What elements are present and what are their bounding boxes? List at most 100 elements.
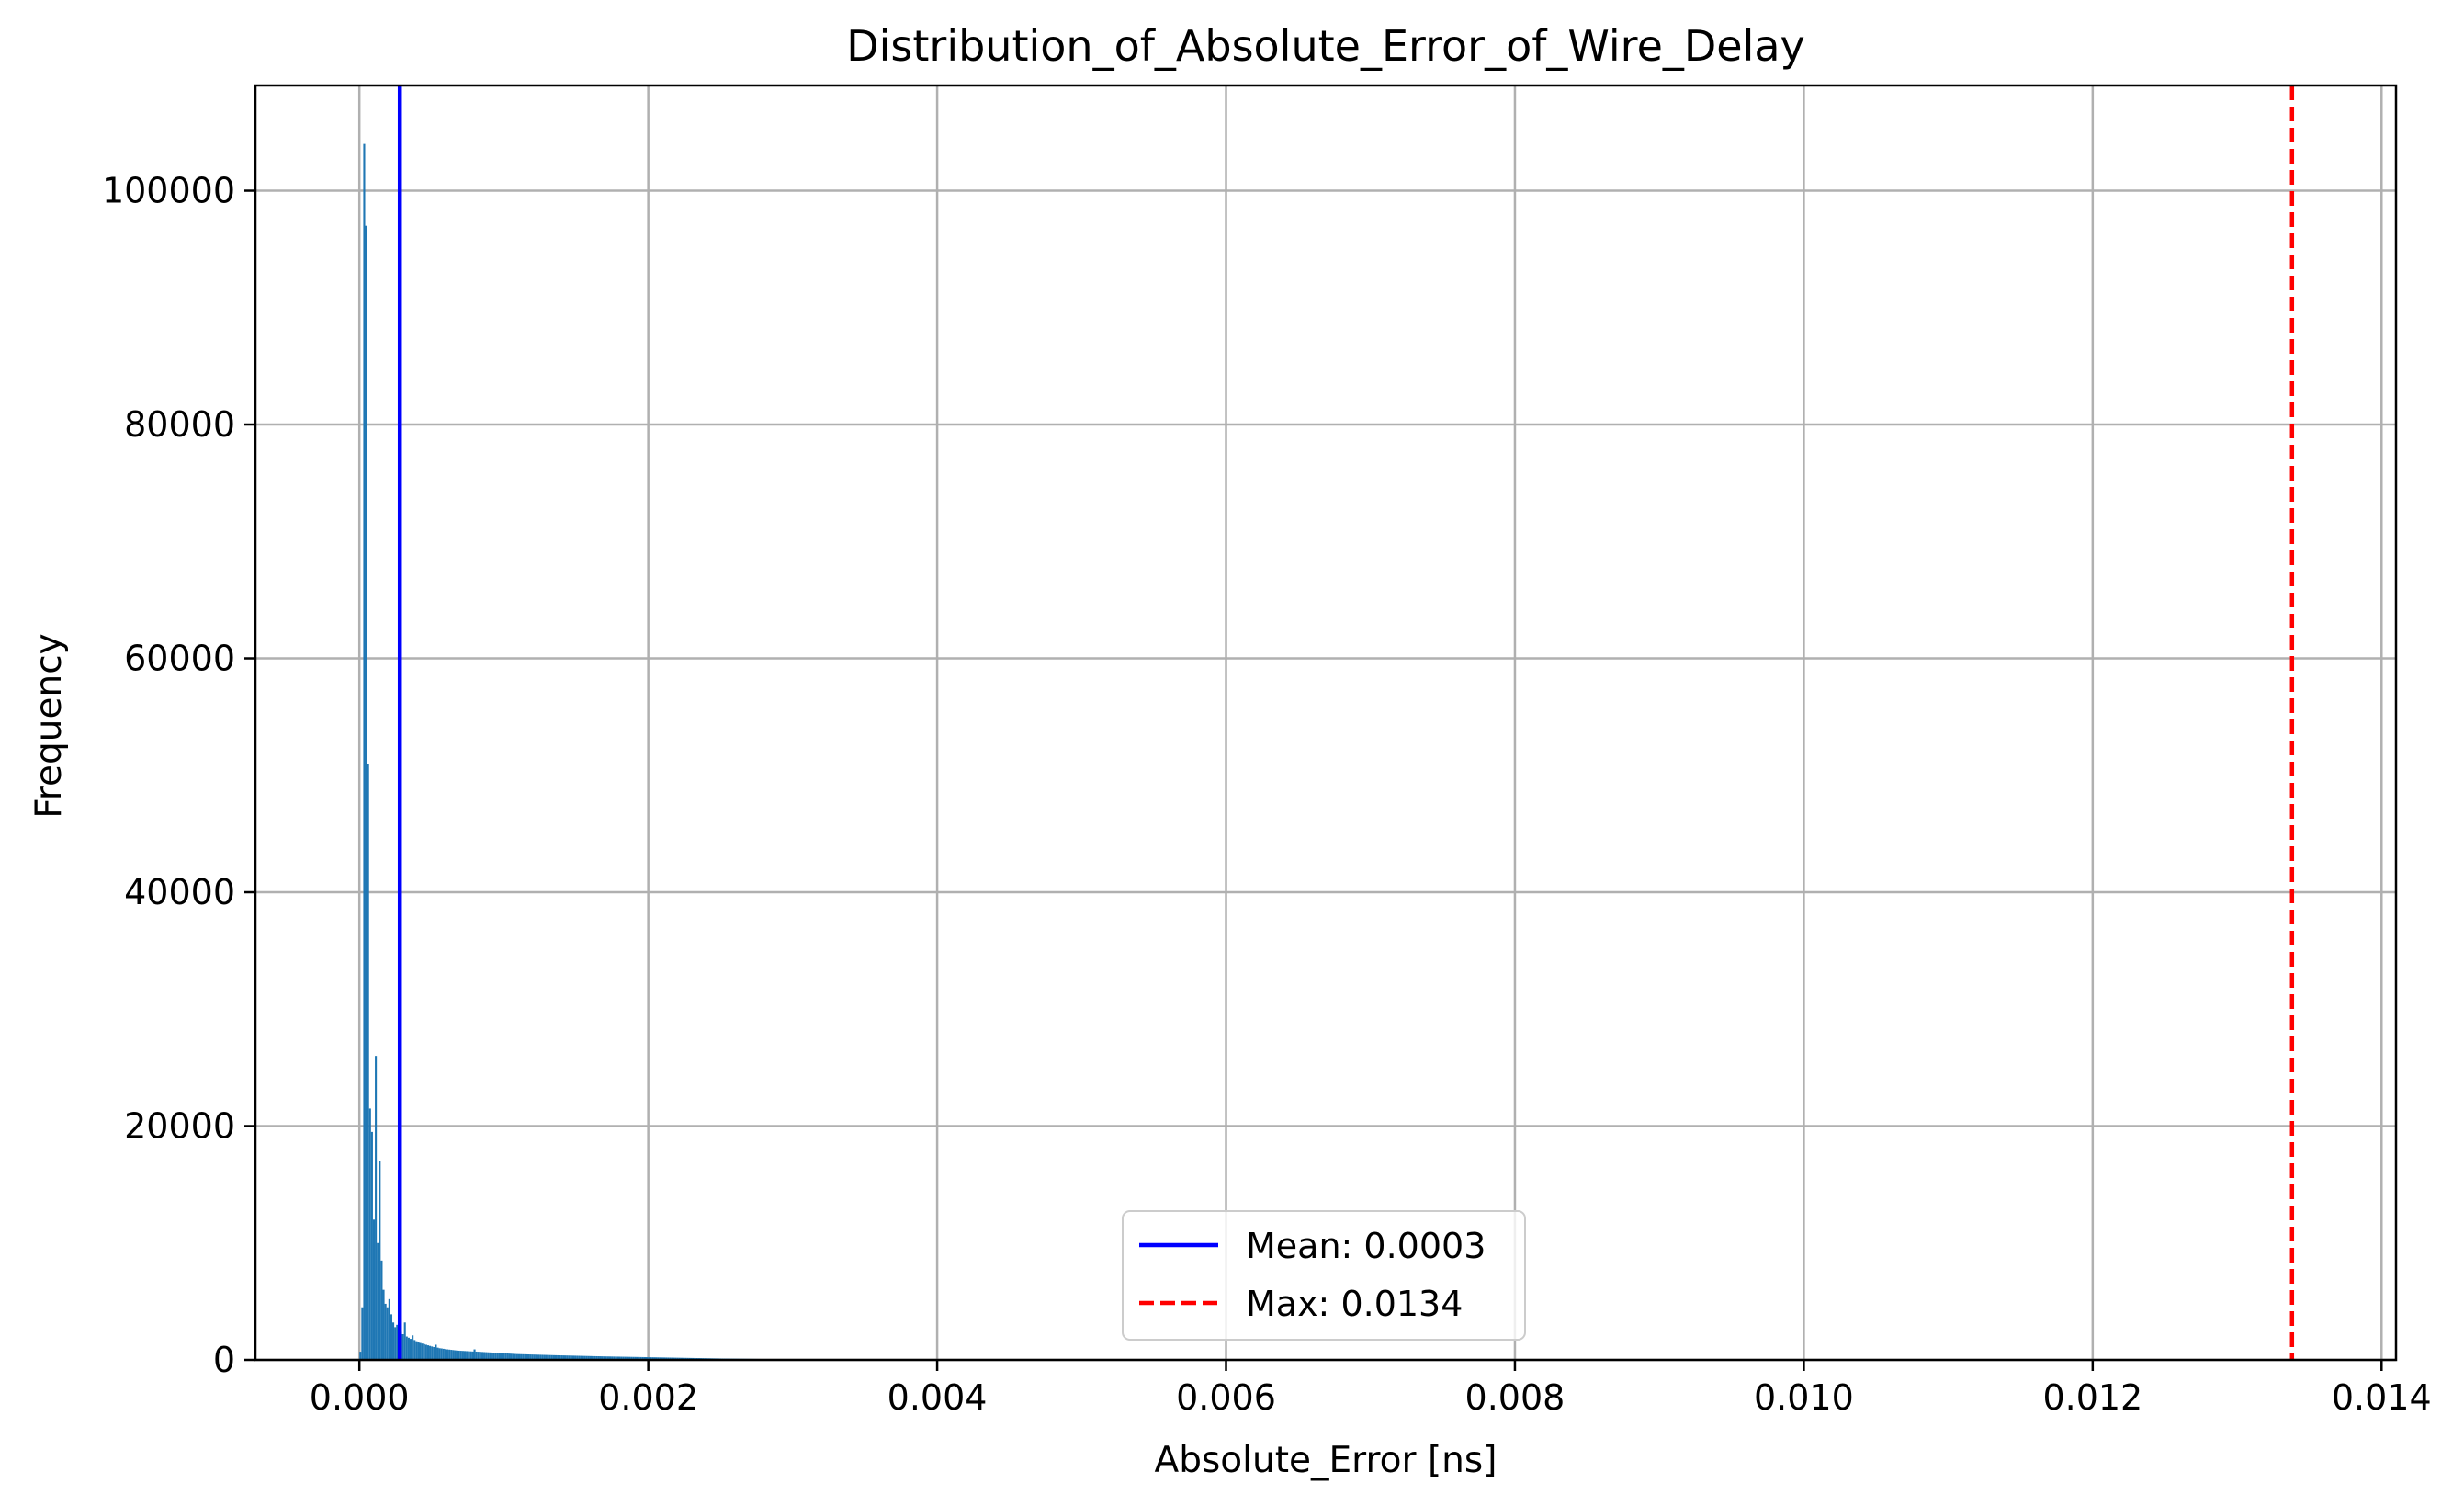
histogram-bar [651,1357,654,1360]
histogram-bar [641,1356,644,1360]
histogram-bar [620,1356,623,1360]
x-tick-label: 0.004 [887,1377,988,1418]
histogram-bar [548,1354,551,1360]
histogram-bar [421,1343,424,1360]
histogram-bar [442,1348,445,1360]
histogram-bar [539,1354,542,1360]
histogram-bar [368,1108,371,1360]
histogram-bar [622,1356,625,1360]
histogram-bar [429,1345,432,1360]
histogram-bar [557,1354,559,1360]
histogram-bar [433,1347,435,1360]
histogram-bar [456,1350,458,1360]
histogram-bar [504,1353,507,1360]
histogram-bar [527,1354,530,1360]
histogram-bar [372,1219,376,1360]
y-axis-ticks: 0 20000 40000 60000 80000 100000 [102,171,255,1380]
histogram-bar [500,1353,503,1360]
histogram-bar [562,1355,565,1360]
histogram-bar [580,1355,582,1360]
histogram-bar [492,1353,495,1360]
histogram-bar [431,1346,434,1360]
histogram-bar [564,1355,567,1360]
legend-box [1122,1210,1526,1341]
histogram-bar [450,1350,453,1360]
histogram-bar [578,1355,581,1360]
histogram-bar [498,1353,501,1360]
y-tick-label: 60000 [124,639,235,679]
histogram-bar [426,1345,430,1360]
histogram-bar [537,1354,540,1360]
x-tick-label: 0.008 [1465,1377,1565,1418]
plot-frame [254,84,2398,1362]
histogram-bar [405,1336,408,1360]
histogram-bar [541,1354,544,1360]
histogram-bar [662,1357,666,1360]
x-tick-label: 0.012 [2042,1377,2142,1418]
histogram-bar [669,1357,672,1360]
histogram-bar [508,1353,511,1360]
histogram-bar [571,1355,575,1360]
plot-background [255,85,2396,1360]
histogram-bar [639,1356,642,1360]
x-tick-label: 0.000 [310,1377,410,1418]
histogram-bar [611,1356,614,1360]
y-tick-label: 100000 [102,171,235,211]
histogram-bar [494,1353,497,1360]
histogram-bar [648,1357,650,1360]
histogram-bar [587,1355,590,1360]
histogram-bar [653,1357,656,1360]
y-tick-label: 0 [213,1340,235,1380]
histogram-bar [634,1356,637,1360]
chart-title: Distribution_of_Absolute_Error_of_Wire_D… [846,21,1805,71]
histogram-bar [361,1307,364,1360]
histogram-bar [477,1352,480,1360]
histogram-bar [359,1352,362,1360]
histogram-bar [469,1351,472,1360]
histogram-bar [593,1355,596,1360]
histogram-bar [606,1356,609,1360]
histogram-bar [377,1242,379,1360]
histogram-bar [409,1339,413,1360]
histogram-bar [423,1343,425,1360]
histogram-bar [613,1356,616,1360]
histogram-bar [407,1337,410,1360]
histogram-bar [655,1357,658,1360]
histogram-bar [463,1351,467,1360]
histogram-bar [475,1351,478,1360]
histogram-bar [483,1352,486,1360]
histogram-bar [367,764,369,1360]
histogram-bar [461,1351,464,1360]
histogram-bar [468,1351,470,1360]
histogram-bar [657,1357,660,1360]
y-tick-label: 20000 [124,1106,235,1147]
histogram-bar [365,225,367,1360]
histogram-bar [603,1356,605,1360]
histogram-bar [547,1354,549,1360]
histogram-bar [533,1354,536,1360]
histogram-bar [650,1357,652,1360]
histogram-bar [574,1355,577,1360]
histogram-bar [630,1356,633,1360]
histogram-bar [626,1356,629,1360]
histogram-bar [436,1347,439,1360]
histogram-bar [517,1353,521,1360]
histogram-bar [512,1353,514,1360]
histogram-bar [560,1355,563,1360]
histogram-bar [396,1324,399,1360]
histogram-bar [382,1289,385,1360]
x-tick-label: 0.010 [1754,1377,1854,1418]
histogram-bar [529,1354,532,1360]
histogram-bar [599,1356,602,1360]
histogram-bar [545,1354,548,1360]
histogram-bar [667,1357,670,1360]
histogram-bar [458,1350,460,1360]
histogram-bar [392,1322,395,1360]
histogram-bars [359,143,829,1360]
reference-lines [397,85,2295,1360]
histogram-bar [386,1307,389,1360]
histogram-bar [466,1351,469,1360]
histogram-bar [628,1356,631,1360]
histogram-bar [636,1356,639,1360]
